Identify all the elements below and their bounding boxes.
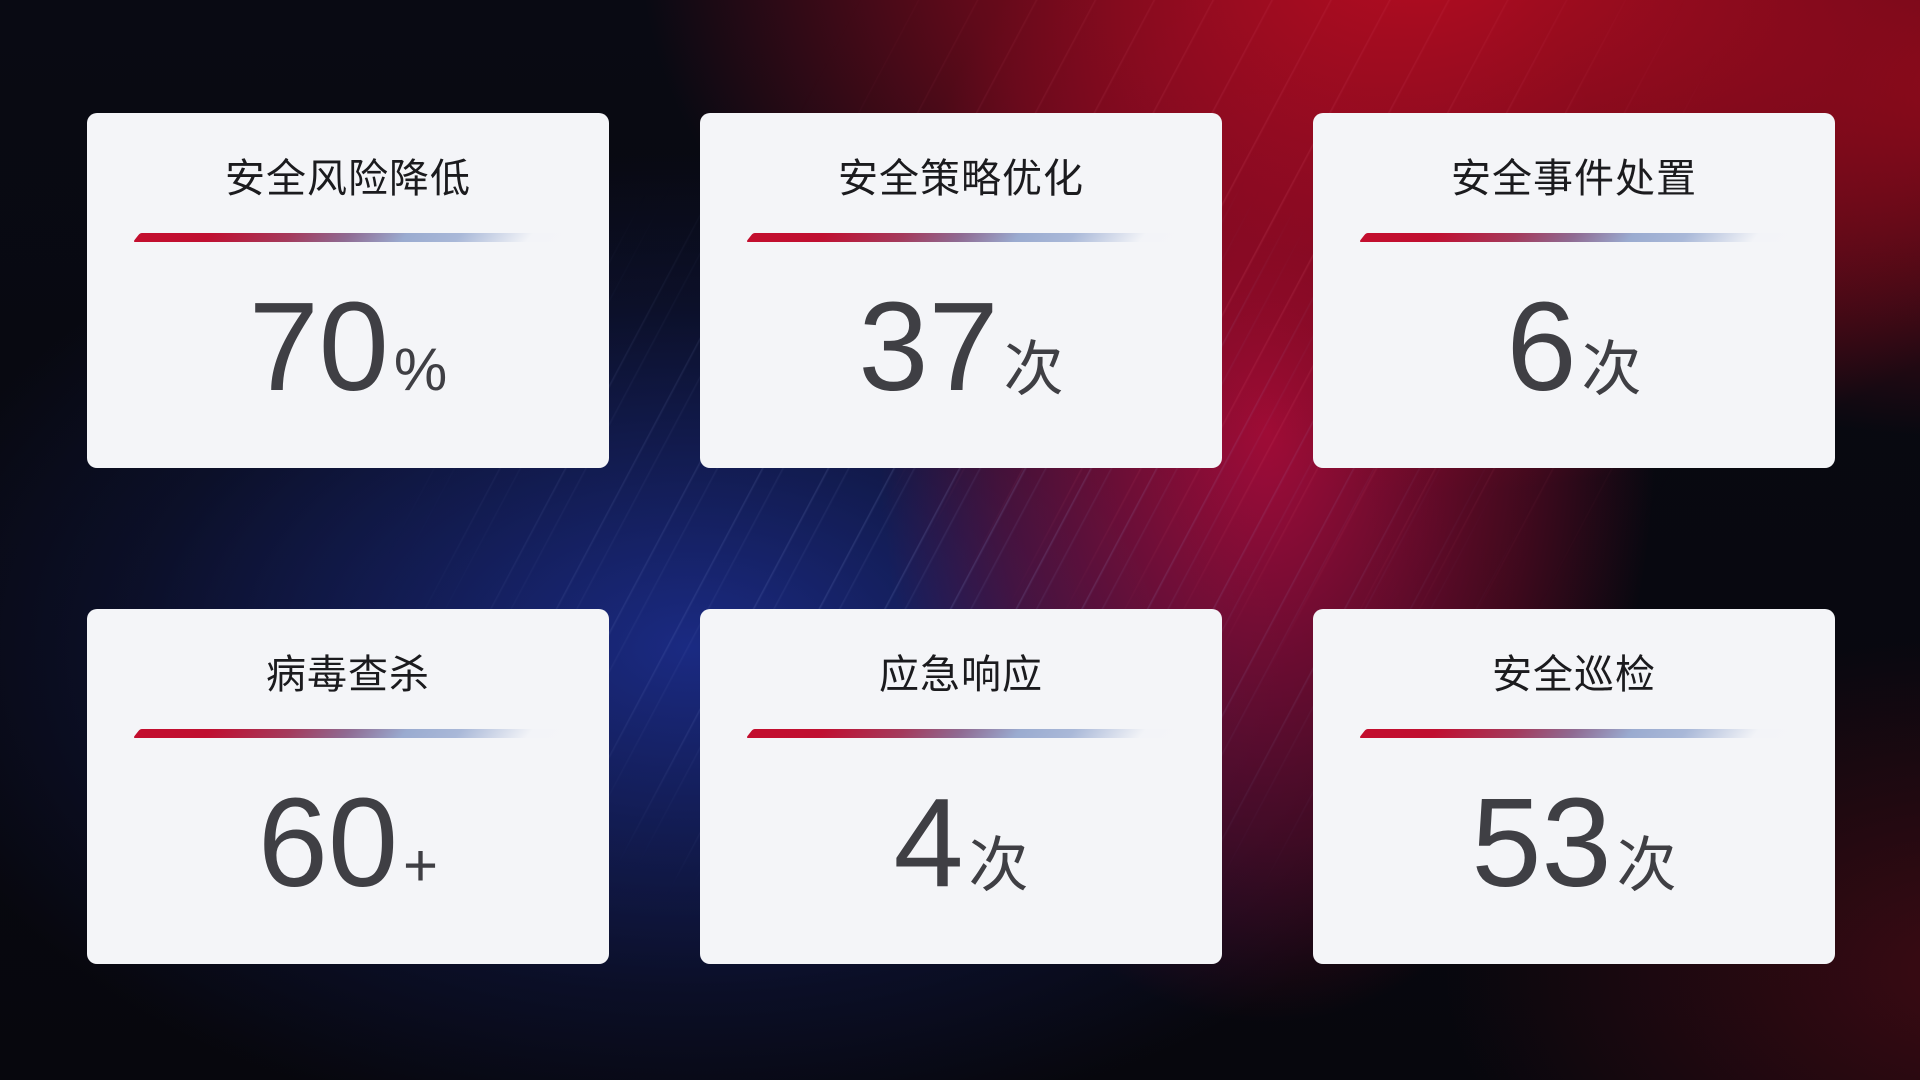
- stat-card-security-inspection: 安全巡检 53次: [1313, 609, 1835, 964]
- stat-value-row: 60+: [87, 780, 609, 906]
- stat-unit: 次: [1003, 336, 1064, 403]
- stat-unit: %: [393, 336, 448, 403]
- stat-card-policy-optimization: 安全策略优化 37次: [700, 113, 1222, 468]
- stat-value-row: 6次: [1313, 284, 1835, 410]
- stat-value: 4: [893, 772, 964, 913]
- stat-value: 6: [1506, 276, 1577, 417]
- card-title: 病毒查杀: [266, 653, 430, 697]
- stat-card-virus-scan: 病毒查杀 60+: [87, 609, 609, 964]
- card-title: 安全风险降低: [225, 157, 471, 201]
- gradient-divider: [132, 729, 587, 738]
- stat-unit: +: [403, 832, 439, 899]
- card-title: 安全事件处置: [1451, 157, 1697, 201]
- stat-value-row: 4次: [700, 780, 1222, 906]
- stat-value: 70: [248, 276, 389, 417]
- gradient-divider: [1358, 729, 1813, 738]
- stat-unit: 次: [1616, 832, 1677, 899]
- stat-value: 60: [257, 772, 399, 913]
- gradient-divider: [745, 233, 1200, 242]
- stat-unit: 次: [1581, 336, 1642, 403]
- stat-card-grid: 安全风险降低 70% 安全策略优化 37次 安全事件处置 6次 病毒查杀 60+…: [87, 113, 1835, 964]
- stat-unit: 次: [968, 832, 1029, 899]
- stat-card-risk-reduction: 安全风险降低 70%: [87, 113, 609, 468]
- gradient-divider: [745, 729, 1200, 738]
- stat-value-row: 37次: [700, 284, 1222, 410]
- gradient-divider: [132, 233, 587, 242]
- stat-value: 37: [858, 276, 999, 417]
- card-title: 安全巡检: [1492, 653, 1656, 697]
- card-title: 应急响应: [879, 653, 1043, 697]
- stat-value: 53: [1471, 772, 1612, 913]
- stat-value-row: 53次: [1313, 780, 1835, 906]
- stat-value-row: 70%: [87, 284, 609, 410]
- stat-card-incident-handling: 安全事件处置 6次: [1313, 113, 1835, 468]
- card-title: 安全策略优化: [838, 157, 1084, 201]
- stat-card-emergency-response: 应急响应 4次: [700, 609, 1222, 964]
- gradient-divider: [1358, 233, 1813, 242]
